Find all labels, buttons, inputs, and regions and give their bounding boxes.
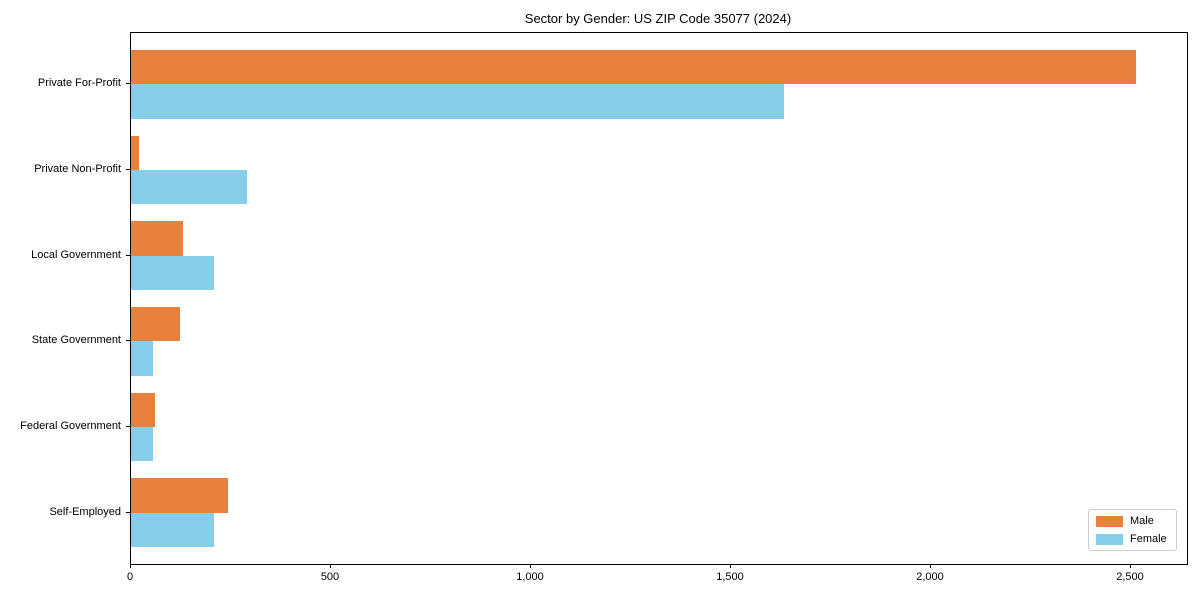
bar-male-state-government (131, 307, 181, 342)
bar-male-local-government (131, 221, 184, 256)
chart-title: Sector by Gender: US ZIP Code 35077 (202… (524, 11, 792, 26)
x-tick-label-2-000: 2,000 (916, 571, 944, 583)
bar-female-federal-government (131, 426, 153, 462)
legend-label-male: Male (1130, 515, 1154, 527)
x-tick-2-500 (1129, 564, 1131, 568)
y-tick-label-state-government: State Government (31, 334, 121, 347)
x-tick-1-000 (529, 564, 531, 568)
bar-female-local-government (131, 255, 214, 290)
legend-swatch-male (1096, 516, 1123, 527)
y-tick-label-private-for-profit: Private For-Profit (37, 77, 121, 90)
y-tick-self-employed (126, 511, 130, 513)
x-tick-500 (329, 564, 331, 568)
bar-female-private-non-profit (131, 170, 247, 205)
bar-male-federal-government (131, 392, 156, 427)
x-tick-2-000 (929, 564, 931, 568)
bar-female-state-government (131, 341, 153, 376)
x-tick-label-2-500: 2,500 (1116, 571, 1144, 583)
y-tick-state-government (126, 340, 130, 342)
bar-female-private-for-profit (131, 84, 784, 119)
y-tick-private-non-profit (126, 169, 130, 171)
legend-item-male: Male (1096, 515, 1169, 528)
y-tick-label-self-employed: Self-Employed (49, 505, 121, 518)
y-tick-label-local-government: Local Government (31, 248, 121, 261)
bar-male-self-employed (131, 478, 228, 513)
y-tick-private-for-profit (126, 83, 130, 85)
legend-label-female: Female (1130, 533, 1167, 545)
x-tick-0 (129, 564, 131, 568)
bar-male-private-non-profit (131, 135, 140, 171)
y-tick-label-private-non-profit: Private Non-Profit (34, 163, 121, 176)
y-tick-federal-government (126, 425, 130, 427)
bar-male-private-for-profit (131, 50, 1136, 85)
plot-area (130, 32, 1188, 565)
x-tick-label-1-500: 1,500 (716, 571, 744, 583)
legend-item-female: Female (1096, 533, 1169, 546)
legend: Male Female (1088, 509, 1177, 551)
x-tick-label-0: 0 (126, 571, 134, 583)
bar-female-self-employed (131, 512, 214, 547)
legend-swatch-female (1096, 534, 1123, 545)
x-tick-label-500: 500 (320, 571, 340, 583)
x-tick-label-1-000: 1,000 (516, 571, 544, 583)
y-tick-label-federal-government: Federal Government (20, 419, 121, 432)
y-tick-local-government (126, 254, 130, 256)
x-tick-1-500 (729, 564, 731, 568)
